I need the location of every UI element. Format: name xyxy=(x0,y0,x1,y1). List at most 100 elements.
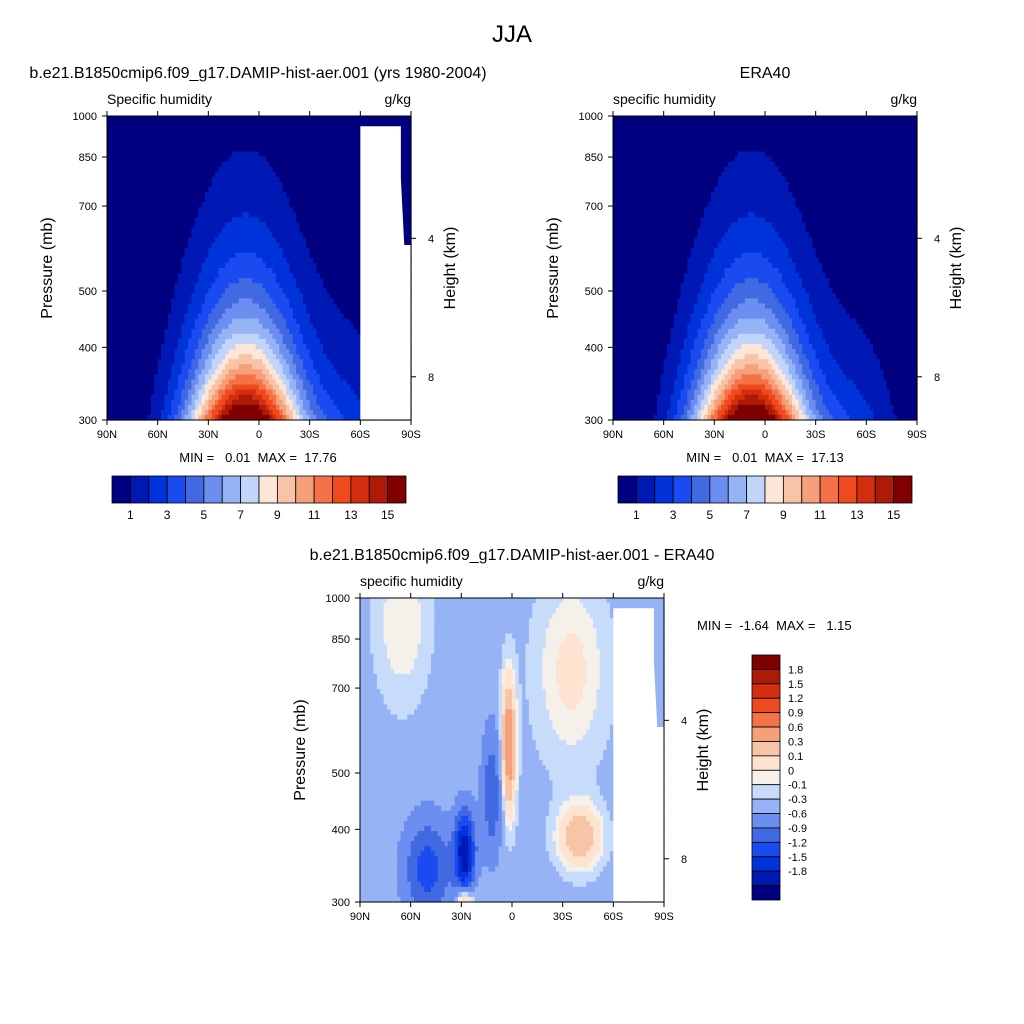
heatmap-cell xyxy=(231,313,236,320)
heatmap-cell xyxy=(221,186,226,193)
heatmap-cell xyxy=(134,126,138,132)
heatmap-cell xyxy=(262,308,267,315)
heatmap-cell xyxy=(356,247,361,254)
heatmap-cell xyxy=(150,288,155,294)
heatmap-cell xyxy=(184,328,189,335)
heatmap-cell xyxy=(313,313,318,320)
heatmap-cell xyxy=(306,364,311,370)
heatmap-cell xyxy=(228,166,233,173)
heatmap-cell xyxy=(313,278,318,284)
heatmap-cell xyxy=(248,126,253,132)
heatmap-cell xyxy=(191,247,196,254)
heatmap-cell xyxy=(134,389,138,396)
heatmap-cell xyxy=(211,146,216,153)
heatmap-cell xyxy=(140,192,145,198)
heatmap-cell xyxy=(231,308,236,315)
heatmap-cell xyxy=(333,257,338,264)
heatmap-cell xyxy=(147,298,152,305)
heatmap-cell xyxy=(164,176,169,183)
heatmap-cell xyxy=(167,136,172,142)
heatmap-cell xyxy=(113,212,118,218)
heatmap-cell xyxy=(231,288,236,294)
heatmap-cell xyxy=(130,369,135,375)
heatmap-cell xyxy=(275,197,280,203)
heatmap-cell xyxy=(211,131,216,137)
heatmap-cell xyxy=(340,293,345,299)
heatmap-cell xyxy=(282,222,287,229)
heatmap-cell xyxy=(286,146,290,153)
heatmap-cell xyxy=(184,242,189,249)
heatmap-cell xyxy=(211,338,216,345)
heatmap-cell xyxy=(164,151,169,158)
heatmap-cell xyxy=(286,247,290,254)
heatmap-cell xyxy=(259,293,263,299)
heatmap-cell xyxy=(113,257,118,264)
heatmap-cell xyxy=(279,318,284,325)
heatmap-cell xyxy=(309,344,314,350)
heatmap-cell xyxy=(184,156,189,163)
heatmap-cell xyxy=(302,181,307,188)
heatmap-cell xyxy=(289,181,294,188)
heatmap-cell xyxy=(134,131,138,137)
heatmap-cell xyxy=(140,217,145,223)
heatmap-cell xyxy=(275,262,280,269)
heatmap-cell xyxy=(167,247,172,254)
heatmap-cell xyxy=(161,303,166,310)
heatmap-cell xyxy=(204,369,209,375)
heatmap-cell xyxy=(326,389,331,396)
heatmap-cell xyxy=(177,156,182,163)
heatmap-cell xyxy=(218,156,223,163)
heatmap-cell xyxy=(242,323,247,330)
heatmap-cell xyxy=(299,278,304,284)
heatmap-cell xyxy=(218,323,223,330)
heatmap-cell xyxy=(134,202,138,208)
heatmap-cell xyxy=(154,384,159,391)
heatmap-cell xyxy=(228,171,233,178)
heatmap-cell xyxy=(272,268,277,274)
heatmap-cell xyxy=(204,268,209,274)
heatmap-cell xyxy=(198,394,203,401)
heatmap-cell xyxy=(299,131,304,137)
heatmap-cell xyxy=(188,207,193,213)
heatmap-cell xyxy=(299,222,304,229)
heatmap-cell xyxy=(120,328,125,335)
heatmap-cell xyxy=(201,379,206,386)
heatmap-cell xyxy=(313,121,318,127)
heatmap-cell xyxy=(174,374,179,381)
heatmap-cell xyxy=(201,222,206,229)
heatmap-cell xyxy=(323,242,328,249)
heatmap-cell xyxy=(238,359,243,365)
heatmap-cell xyxy=(272,207,277,213)
heatmap-cell xyxy=(323,212,328,218)
heatmap-cell xyxy=(326,116,331,122)
heatmap-cell xyxy=(161,186,166,193)
heatmap-cell xyxy=(147,151,152,158)
heatmap-cell xyxy=(275,121,280,127)
heatmap-cell xyxy=(147,384,152,391)
heatmap-cell xyxy=(336,232,341,239)
heatmap-cell xyxy=(201,313,206,320)
heatmap-cell xyxy=(353,217,358,223)
heatmap-cell xyxy=(167,308,172,315)
heatmap-cell xyxy=(127,262,132,269)
heatmap-cell xyxy=(326,222,331,229)
heatmap-cell xyxy=(346,181,351,188)
heatmap-cell xyxy=(286,181,290,188)
heatmap-cell xyxy=(184,293,189,299)
heatmap-cell xyxy=(262,283,267,289)
heatmap-cell xyxy=(147,202,152,208)
heatmap-cell xyxy=(137,359,142,365)
heatmap-cell xyxy=(225,186,230,193)
heatmap-cell xyxy=(286,176,290,183)
heatmap-cell xyxy=(262,181,267,188)
heatmap-cell xyxy=(215,116,220,122)
heatmap-cell xyxy=(184,303,189,310)
heatmap-cell xyxy=(154,379,159,386)
heatmap-cell xyxy=(107,318,111,325)
heatmap-cell xyxy=(255,217,260,223)
heatmap-cell xyxy=(262,374,267,381)
heatmap-cell xyxy=(107,394,111,401)
heatmap-cell xyxy=(350,359,355,365)
heatmap-cell xyxy=(309,364,314,370)
heatmap-cell xyxy=(161,197,166,203)
